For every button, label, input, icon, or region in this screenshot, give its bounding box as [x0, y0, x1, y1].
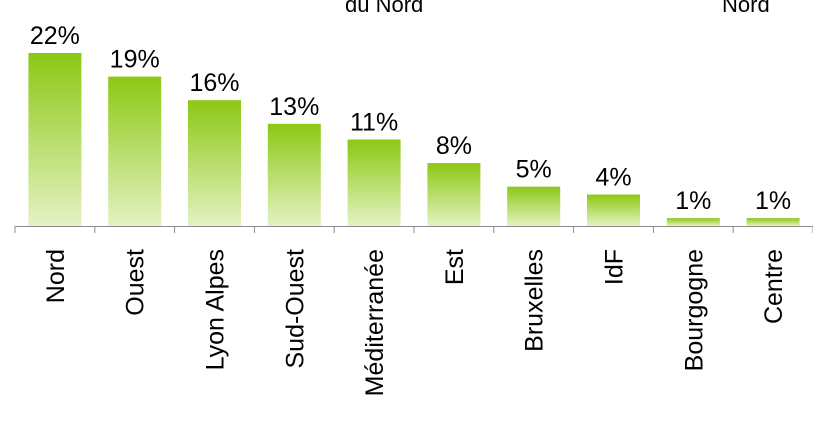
bar-bruxelles [507, 186, 561, 226]
clipped-caption-left: du Nord [345, 0, 424, 17]
data-label: 22% [30, 22, 80, 50]
data-label: 4% [595, 164, 631, 192]
category-tick-label: Nord [42, 249, 70, 303]
category-tick-label: Bruxelles [521, 249, 549, 352]
clipped-caption-right: Nord [722, 0, 770, 17]
data-label: 19% [110, 46, 160, 74]
data-label: 5% [516, 156, 552, 184]
bar-est [427, 163, 481, 226]
data-label: 1% [755, 187, 791, 215]
data-label: 11% [350, 109, 398, 137]
bar-bourgogne [666, 218, 720, 226]
data-label: 16% [189, 69, 239, 97]
data-label: 1% [675, 187, 711, 215]
bar-idf [587, 194, 640, 226]
category-tick-label: Bourgogne [680, 249, 708, 371]
category-tick-label: Lyon Alpes [202, 249, 230, 370]
category-tick-label: Méditerranée [361, 249, 389, 396]
category-tick-label: Centre [760, 249, 788, 324]
data-label: 8% [436, 132, 472, 160]
bar-centre [746, 218, 800, 226]
bar-nord [28, 53, 82, 226]
category-tick-label: Sud-Ouest [281, 249, 309, 369]
category-tick-label: Ouest [122, 249, 150, 316]
bar-ouest [108, 76, 162, 226]
bar-sud-ouest [267, 123, 321, 226]
category-tick-label: Est [441, 249, 469, 285]
category-tick-label: IdF [601, 249, 629, 285]
bar-lyon-alpes [188, 100, 241, 226]
data-label: 13% [269, 93, 319, 121]
bar-m-diterran-e [347, 139, 401, 226]
